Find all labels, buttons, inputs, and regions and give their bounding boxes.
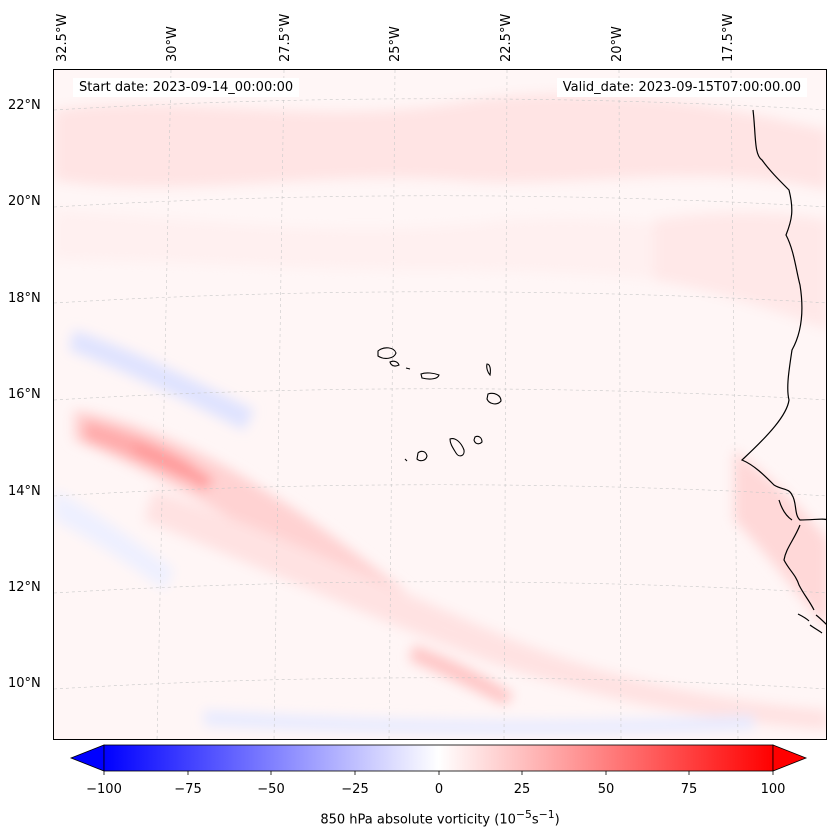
lon-label-32-5w: 32.5°W [55, 13, 70, 62]
lat-label-10n: 10°N [8, 676, 41, 691]
colorbar-title: 850 hPa absolute vorticity (10−5s−1) [0, 808, 837, 827]
lon-label-30w: 30°W [165, 26, 180, 62]
cape-verde-islands [377, 347, 502, 462]
map-panel: Start date: 2023-09-14_00:00:00 Valid_da… [53, 69, 827, 740]
africa-coastline [740, 109, 826, 634]
vorticity-patches [54, 93, 826, 735]
lon-label-17-5w: 17.5°W [721, 13, 736, 62]
cbar-tick-25: 25 [513, 782, 531, 797]
cbar-tick-neg100: −100 [86, 782, 122, 797]
cbar-tick-50: 50 [597, 782, 615, 797]
cbar-tick-neg75: −75 [174, 782, 202, 797]
vorticity-band-north [54, 93, 826, 190]
lat-label-20n: 20°N [8, 194, 41, 209]
cbar-tick-neg50: −50 [257, 782, 285, 797]
lat-label-18n: 18°N [8, 291, 41, 306]
colorbar-title-main: 850 hPa absolute vorticity (10 [320, 812, 516, 828]
lat-label-14n: 14°N [8, 484, 41, 499]
colorbar-title-mid: s [531, 812, 539, 828]
valid-date-label: Valid_date: 2023-09-15T07:00:00.00 [556, 78, 807, 97]
colorbar-max-extend [772, 744, 808, 772]
start-date-label: Start date: 2023-09-14_00:00:00 [73, 78, 300, 97]
cbar-tick-75: 75 [680, 782, 698, 797]
vorticity-field [54, 70, 826, 739]
island-boa-vista [486, 392, 502, 405]
lon-label-25w: 25°W [388, 26, 403, 62]
cbar-tick-0: 0 [434, 782, 444, 797]
lon-label-27-5w: 27.5°W [278, 13, 293, 62]
lat-label-16n: 16°N [8, 387, 41, 402]
lon-label-22-5w: 22.5°W [499, 13, 514, 62]
lat-label-12n: 12°N [8, 580, 41, 595]
cbar-tick-100: 100 [760, 782, 786, 797]
colorbar-title-exp2: −1 [538, 808, 555, 821]
colorbar-title-exp1: −5 [515, 808, 532, 821]
graticule [54, 70, 826, 739]
colorbar-min-extend [69, 744, 105, 772]
colorbar-ticks [103, 771, 774, 775]
cbar-tick-neg25: −25 [341, 782, 369, 797]
colorbar-title-end: ) [554, 812, 560, 828]
negative-vorticity-streak [69, 330, 254, 430]
lon-label-20w: 20°W [610, 26, 625, 62]
colorbar-ramp [103, 744, 774, 772]
lat-label-22n: 22°N [8, 98, 41, 113]
island-santo-antao [377, 347, 397, 359]
island-santiago [449, 438, 465, 457]
